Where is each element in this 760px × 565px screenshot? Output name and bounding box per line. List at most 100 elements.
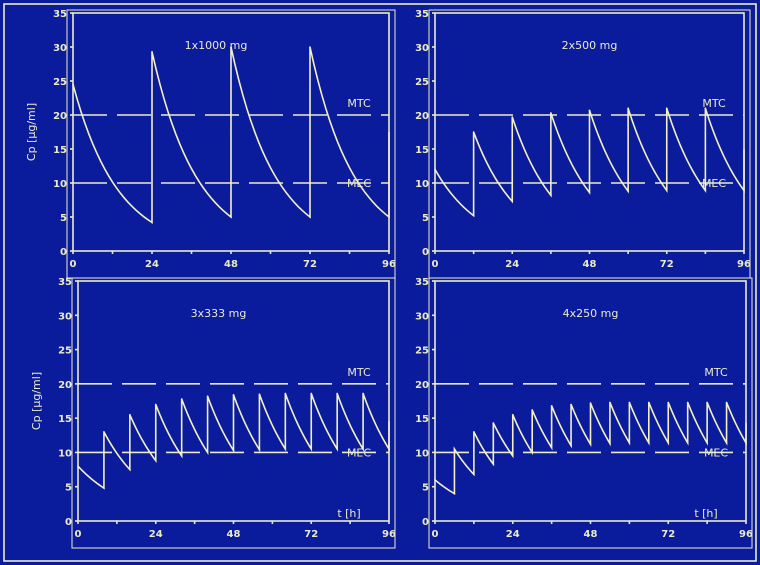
panel-frame [71,277,396,549]
x-tick-label: 72 [661,529,675,540]
peak-point [309,46,311,48]
trough-point [388,216,390,218]
y-tick-label: 25 [415,346,429,357]
y-tick-label: 10 [415,448,429,459]
y-axis-label: Cp [µg/ml] [30,372,43,430]
peak-point [434,479,436,481]
trough-point [453,492,456,495]
x-tick-label: 48 [584,529,598,540]
y-tick-label: 5 [422,213,429,224]
y-tick-label: 0 [422,247,429,258]
y-tick-label: 0 [65,517,72,528]
x-axis-label: t [h] [337,507,360,520]
trough-point [704,189,707,192]
peak-point [284,392,287,395]
peak-point [434,168,436,171]
y-tick-label: 5 [422,483,429,494]
peak-point [453,448,456,450]
peak-point [588,109,591,112]
peak-point [103,431,105,433]
trough-point [309,216,311,218]
x-tick-label: 72 [660,259,674,270]
x-tick-label: 96 [739,529,753,540]
x-tick-label: 48 [583,259,597,270]
y-tick-label: 35 [53,9,67,20]
y-tick-label: 10 [58,448,72,459]
panel-title: 3x333 mg [191,307,247,320]
ref-label-mtc: MTC [347,97,371,110]
peak-point [362,392,364,395]
peak-point [531,409,533,411]
trough-point [232,449,235,452]
trough-point [511,455,514,457]
y-tick-label: 5 [60,213,67,224]
trough-point [310,448,313,450]
y-tick-label: 15 [415,145,429,156]
trough-point [284,448,287,450]
panel-2: 0 5 10 15 20 25 30 35 0 24 48 72 96 2x500 mg MTC MEC [415,9,751,279]
y-tick-label: 5 [65,483,72,494]
trough-point [511,200,514,203]
trough-point [745,442,747,444]
trough-point [129,468,131,471]
outer-frame [3,3,757,562]
panel-title: 4x250 mg [563,307,619,320]
peak-point [704,107,707,109]
peak-point [77,465,79,467]
trough-point [473,473,475,476]
peak-point [648,401,650,404]
x-tick-label: 48 [224,259,238,270]
trough-point [743,189,745,192]
ref-label-mtc: MTC [347,366,371,379]
y-tick-label: 20 [58,380,72,391]
trough-point [725,442,728,444]
peak-point [154,403,157,406]
y-tick-label: 25 [53,77,67,88]
peak-point [628,401,631,404]
y-tick-label: 30 [415,43,429,54]
peak-point [472,131,475,133]
trough-point [206,451,209,454]
trough-point [492,463,495,465]
peak-point [665,107,668,109]
peak-point [492,422,495,424]
peak-point [230,46,232,48]
trough-point [589,443,592,446]
x-tick-label: 24 [505,259,519,270]
trough-point [628,442,631,444]
y-tick-label: 15 [53,145,67,156]
trough-point [665,189,668,192]
trough-point [550,446,553,449]
peak-point [232,394,235,396]
peak-point [473,431,475,433]
y-tick-label: 25 [58,346,72,357]
y-tick-label: 30 [53,43,67,54]
trough-point [362,448,364,450]
x-tick-label: 96 [737,259,751,270]
peak-point [151,50,153,53]
panel-title: 2x500 mg [562,39,618,52]
trough-point [570,444,572,447]
y-tick-label: 20 [415,380,429,391]
x-tick-label: 0 [432,259,439,270]
trough-point [667,442,670,444]
trough-point [388,448,390,450]
peak-point [511,413,514,416]
peak-point [550,112,552,114]
ref-label-mtc: MTC [702,97,726,110]
trough-point [686,442,689,444]
trough-point [151,221,153,224]
peak-point [310,392,313,395]
x-tick-label: 0 [70,259,77,270]
peak-point [511,116,514,118]
x-tick-label: 0 [75,529,82,540]
y-tick-label: 0 [422,517,429,528]
x-tick-label: 0 [432,529,439,540]
trough-point [706,442,708,444]
trough-point [103,487,105,489]
trough-point [230,216,232,218]
ref-label-mec: MEC [704,446,728,459]
y-tick-label: 25 [415,77,429,88]
